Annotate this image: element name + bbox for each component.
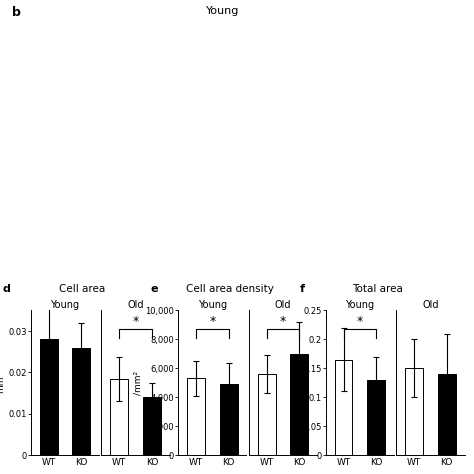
Text: *: * <box>280 315 286 328</box>
Bar <box>110 379 128 455</box>
Text: f: f <box>300 284 305 294</box>
Bar <box>335 360 353 455</box>
Text: *: * <box>209 315 216 328</box>
Text: *: * <box>356 315 363 328</box>
Bar <box>405 368 423 455</box>
Title: Young: Young <box>345 300 374 310</box>
Text: e: e <box>150 284 158 294</box>
Text: Young: Young <box>206 6 239 16</box>
Bar <box>367 380 385 455</box>
Title: Old: Old <box>128 300 144 310</box>
Text: *: * <box>132 315 139 328</box>
Text: d: d <box>2 284 10 294</box>
Y-axis label: mm²: mm² <box>292 372 301 393</box>
Title: Old: Old <box>422 300 438 310</box>
Bar <box>258 374 276 455</box>
Y-axis label: /mm²: /mm² <box>133 371 142 395</box>
Text: Total area: Total area <box>352 284 403 294</box>
Bar <box>187 378 205 455</box>
Bar <box>40 339 58 455</box>
Title: Young: Young <box>198 300 227 310</box>
Text: b: b <box>12 6 21 19</box>
Bar <box>72 347 90 455</box>
Y-axis label: mm²: mm² <box>0 372 5 393</box>
Text: Cell area density: Cell area density <box>186 284 274 294</box>
Bar <box>290 354 308 455</box>
Bar <box>143 397 161 455</box>
Title: Young: Young <box>50 300 80 310</box>
Title: Old: Old <box>275 300 291 310</box>
Bar <box>219 384 237 455</box>
Bar <box>438 374 456 455</box>
Text: Cell area: Cell area <box>59 284 106 294</box>
